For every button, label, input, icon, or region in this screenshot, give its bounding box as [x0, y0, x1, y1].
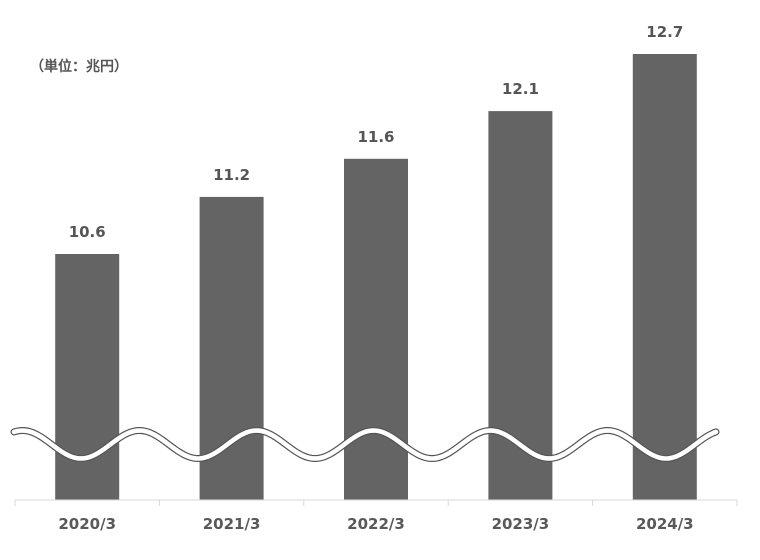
x-tick-label: 2024/3	[636, 515, 694, 533]
x-ticks-group	[14, 500, 738, 506]
axis-break-wave	[10, 426, 720, 463]
x-tick-label: 2021/3	[203, 515, 261, 533]
value-label: 12.7	[646, 23, 683, 41]
unit-label: （単位：兆円）	[30, 58, 128, 75]
value-label: 12.1	[502, 80, 539, 98]
value-label: 11.6	[357, 128, 394, 146]
bar-2020-3	[55, 254, 120, 500]
x-tick-label: 2022/3	[347, 515, 405, 533]
value-label: 11.2	[213, 166, 250, 184]
bar-2024-3	[632, 54, 697, 500]
x-tick-label: 2020/3	[58, 515, 116, 533]
x-tick-labels-group: 2020/3 2021/3 2022/3 2023/3 2024/3	[58, 515, 693, 533]
bar-2022-3	[344, 158, 408, 501]
value-labels-group: 10.6 11.2 11.6 12.1 12.7	[69, 23, 684, 241]
x-tick-label: 2023/3	[492, 515, 550, 533]
value-label: 10.6	[69, 223, 106, 241]
bars-group	[55, 54, 697, 501]
bar-2021-3	[199, 196, 264, 500]
axis-break-wave-fill	[11, 428, 719, 461]
